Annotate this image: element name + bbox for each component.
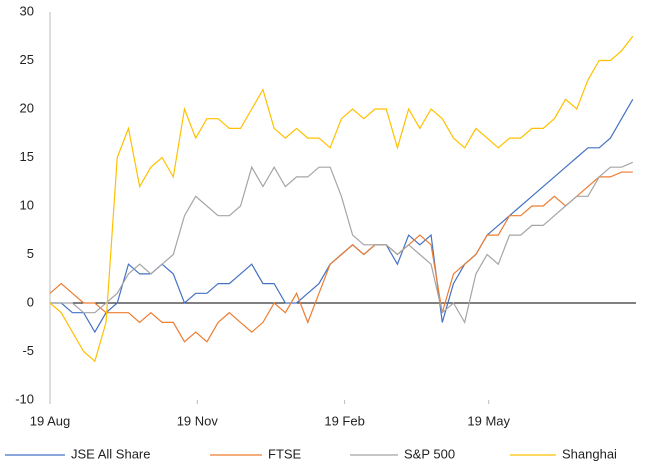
series-line [50,98,634,334]
legend-label: Shanghai [562,446,617,461]
x-tick-label: 19 Aug [30,413,71,428]
y-tick-label: -10 [15,391,34,406]
y-tick-label: 30 [20,3,34,18]
x-tick-label: 19 Feb [324,413,364,428]
y-tick-label: 20 [20,100,34,115]
y-tick-label: 15 [20,149,34,164]
y-tick-label: 5 [27,246,34,261]
y-tick-label: 0 [27,294,34,309]
x-tick-label: 19 May [467,413,510,428]
y-tick-label: 10 [20,197,34,212]
legend-label: S&P 500 [404,446,455,461]
x-tick-label: 19 Nov [177,413,219,428]
series-line [49,171,633,343]
series-line [50,161,634,325]
legend-label: FTSE [268,446,302,461]
legend-label: JSE All Share [71,446,151,461]
series-line [49,35,634,363]
y-tick-label: -5 [22,343,34,358]
y-tick-label: 25 [20,52,34,67]
